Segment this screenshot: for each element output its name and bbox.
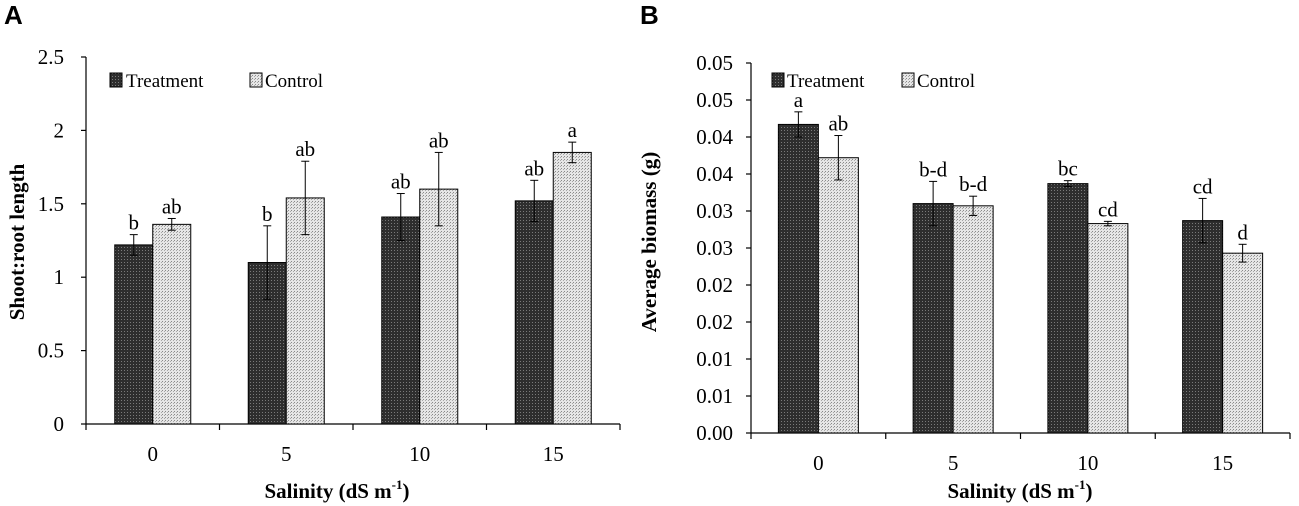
significance-letter: cd bbox=[1098, 197, 1118, 221]
significance-letter: b bbox=[262, 202, 273, 226]
significance-letter: a bbox=[794, 88, 804, 112]
y-tick-label: 0.01 bbox=[696, 384, 733, 408]
bar-treatment bbox=[1047, 183, 1089, 434]
significance-letter: b-d bbox=[919, 157, 947, 181]
chart-b: B 0.000.010.010.020.020.030.030.040.040.… bbox=[637, 0, 1291, 503]
bar-treatment bbox=[514, 200, 554, 425]
bar-control bbox=[285, 197, 325, 425]
y-tick-label: 0.04 bbox=[696, 125, 733, 149]
significance-letter: ab bbox=[162, 194, 182, 218]
legend-label-treatment: Treatment bbox=[787, 71, 865, 92]
chart-b-xlabel: Salinity (dS m-1) bbox=[947, 477, 1092, 503]
bar-control bbox=[552, 151, 592, 425]
bar-control bbox=[952, 205, 994, 434]
chart-a-x-axis: 0 5 10 15 bbox=[85, 423, 621, 466]
y-tick-label: 0.01 bbox=[696, 347, 733, 371]
bar-treatment bbox=[1182, 220, 1224, 434]
legend-swatch-treatment bbox=[109, 72, 123, 88]
y-tick-label: 0.04 bbox=[696, 162, 733, 186]
x-tick-label: 5 bbox=[948, 451, 959, 475]
y-tick-label: 1 bbox=[54, 265, 65, 289]
y-tick-label: 0.03 bbox=[696, 236, 733, 260]
chart-a-y-axis: 0 0.5 1 1.5 2 2.5 bbox=[38, 45, 87, 436]
x-tick-label: 5 bbox=[281, 442, 292, 466]
legend-label-control: Control bbox=[917, 71, 975, 92]
legend-label-treatment: Treatment bbox=[126, 71, 204, 92]
x-tick-label: 15 bbox=[543, 442, 564, 466]
bar-control bbox=[152, 223, 192, 425]
y-tick-label: 0.5 bbox=[38, 339, 64, 363]
bar-treatment bbox=[381, 216, 421, 425]
significance-letter: d bbox=[1237, 220, 1248, 244]
chart-b-y-axis: 0.00 0.01 0.01 0.02 0.02 0.03 0.03 0.04 0.04 0.05… bbox=[696, 51, 752, 445]
y-tick-label: 2.5 bbox=[38, 45, 64, 69]
chart-b-x-axis: 0 5 10 15 bbox=[750, 432, 1291, 475]
y-tick-label: 0.05 bbox=[696, 51, 733, 75]
bar-control bbox=[1222, 252, 1264, 434]
significance-letter: bc bbox=[1058, 157, 1078, 181]
legend-label-control: Control bbox=[265, 71, 323, 92]
bar-treatment bbox=[777, 123, 819, 434]
y-tick-label: 0.02 bbox=[696, 310, 733, 334]
y-tick-label: 0.00 bbox=[696, 421, 733, 445]
y-tick-label: 2 bbox=[54, 118, 65, 142]
x-tick-label: 15 bbox=[1212, 451, 1233, 475]
y-tick-label: 0.03 bbox=[696, 199, 733, 223]
significance-letter: ab bbox=[429, 128, 449, 152]
significance-letter: ab bbox=[524, 156, 544, 180]
significance-letter: ab bbox=[295, 137, 315, 161]
x-tick-label: 10 bbox=[409, 442, 430, 466]
x-tick-label: 10 bbox=[1077, 451, 1098, 475]
legend-swatch-control bbox=[901, 72, 915, 88]
bar-control bbox=[419, 188, 459, 425]
bar-treatment bbox=[912, 203, 954, 434]
chart-a-legend: Treatment Control bbox=[109, 71, 323, 92]
significance-letter: b-d bbox=[959, 172, 987, 196]
legend-swatch-control bbox=[249, 72, 263, 88]
significance-letter: a bbox=[568, 118, 578, 142]
chart-b-legend: Treatment Control bbox=[771, 71, 975, 92]
significance-letter: ab bbox=[828, 112, 848, 136]
y-tick-label: 1.5 bbox=[38, 192, 64, 216]
bar-control bbox=[1087, 223, 1129, 434]
legend-swatch-treatment bbox=[771, 72, 785, 88]
significance-letter: b bbox=[129, 211, 140, 235]
panel-label-b: B bbox=[640, 0, 659, 30]
y-tick-label: 0.05 bbox=[696, 88, 733, 112]
significance-letter: cd bbox=[1193, 174, 1213, 198]
y-tick-label: 0.02 bbox=[696, 273, 733, 297]
bar-control bbox=[817, 157, 859, 434]
y-tick-label: 0 bbox=[54, 412, 65, 436]
bar-treatment bbox=[247, 262, 287, 425]
x-tick-label: 0 bbox=[813, 451, 824, 475]
chart-b-ylabel: Average biomass (g) bbox=[637, 152, 661, 332]
bar-treatment bbox=[114, 244, 154, 425]
x-tick-label: 0 bbox=[148, 442, 159, 466]
significance-letter: ab bbox=[391, 170, 411, 194]
chart-a-xlabel: Salinity (dS m-1) bbox=[264, 477, 409, 503]
chart-a-ylabel: Shoot:root length bbox=[5, 163, 29, 320]
panel-label-a: A bbox=[4, 0, 23, 30]
